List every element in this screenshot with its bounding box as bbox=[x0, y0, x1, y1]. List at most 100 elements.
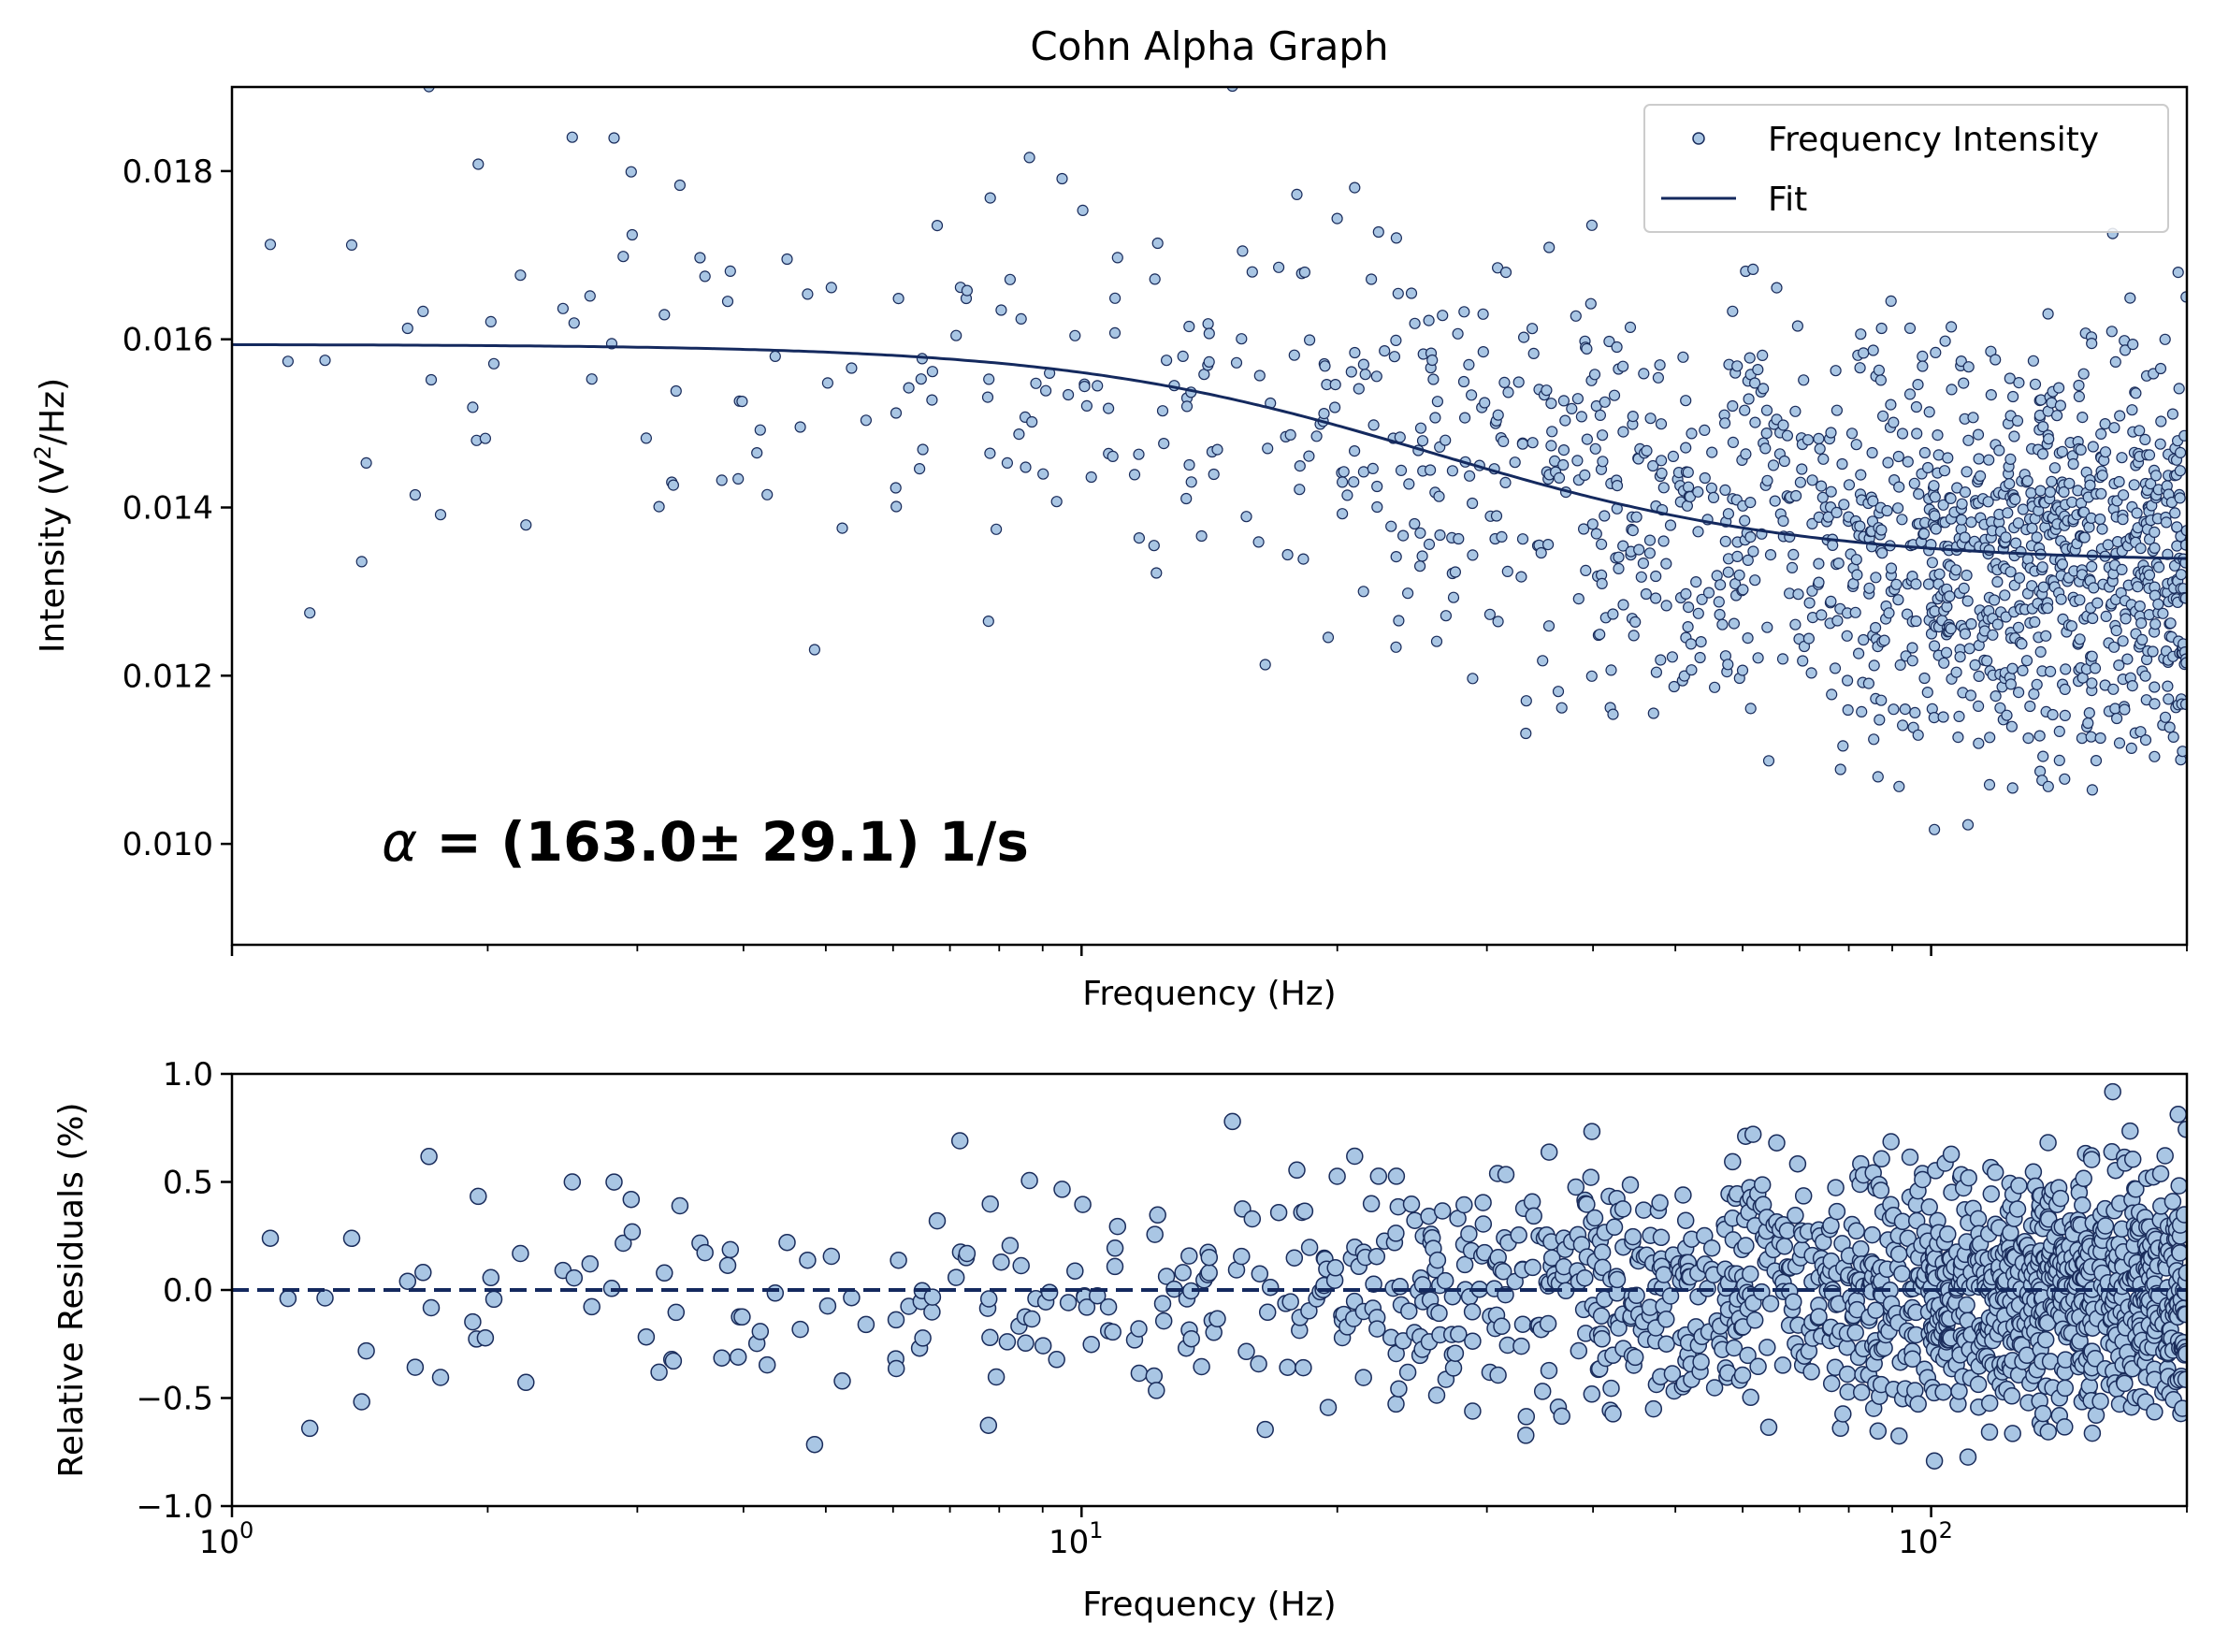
intensity-point bbox=[1449, 566, 1462, 578]
y-tick-label: 0.014 bbox=[123, 490, 213, 528]
intensity-point bbox=[2166, 408, 2178, 420]
intensity-point bbox=[1467, 673, 1479, 685]
intensity-point bbox=[1802, 434, 1815, 446]
intensity-point bbox=[1427, 373, 1440, 385]
residual-point bbox=[2039, 1423, 2058, 1441]
intensity-point bbox=[1527, 437, 1539, 449]
intensity-point bbox=[1203, 327, 1215, 340]
intensity-point bbox=[2091, 597, 2104, 609]
intensity-point bbox=[1571, 455, 1584, 467]
residual-point bbox=[1873, 1150, 1890, 1168]
residual-point bbox=[1200, 1248, 1219, 1267]
intensity-point bbox=[2175, 446, 2187, 458]
intensity-point bbox=[1858, 633, 1870, 646]
intensity-point bbox=[2120, 613, 2132, 625]
residual-points bbox=[261, 1082, 2187, 1470]
residual-point bbox=[1428, 1251, 1447, 1269]
intensity-point bbox=[1108, 292, 1121, 304]
intensity-point bbox=[1240, 511, 1252, 523]
residual-point bbox=[822, 1247, 841, 1266]
intensity-point bbox=[1644, 413, 1657, 425]
residual-point bbox=[1753, 1176, 1772, 1194]
chart-title: Cohn Alpha Graph bbox=[1030, 23, 1388, 69]
residual-point bbox=[1237, 1342, 1255, 1361]
intensity-point bbox=[1872, 771, 1884, 783]
intensity-point bbox=[1108, 326, 1121, 339]
intensity-point bbox=[2084, 479, 2096, 491]
intensity-point bbox=[2113, 475, 2125, 488]
intensity-point bbox=[1463, 358, 1475, 370]
intensity-point bbox=[1922, 461, 1934, 474]
intensity-point bbox=[2075, 443, 2087, 456]
intensity-point bbox=[1680, 587, 1692, 601]
intensity-point bbox=[2028, 688, 2040, 701]
intensity-point bbox=[1764, 548, 1777, 561]
intensity-point bbox=[721, 296, 734, 308]
intensity-point bbox=[1107, 450, 1119, 462]
intensity-point bbox=[1792, 588, 1804, 601]
intensity-point bbox=[472, 158, 485, 170]
intensity-point bbox=[736, 396, 748, 408]
residual-point bbox=[1920, 1198, 1938, 1216]
intensity-point bbox=[1813, 558, 1825, 570]
intensity-point bbox=[1938, 465, 1951, 477]
alpha-symbol: α bbox=[382, 810, 417, 874]
intensity-point bbox=[2114, 410, 2126, 422]
intensity-point bbox=[1854, 520, 1866, 532]
residual-point bbox=[1644, 1399, 1663, 1418]
intensity-point bbox=[1252, 536, 1265, 548]
intensity-point bbox=[2001, 709, 2013, 721]
intensity-point bbox=[732, 472, 745, 485]
residual-point bbox=[1258, 1303, 1277, 1322]
intensity-point bbox=[1802, 632, 1816, 645]
intensity-point bbox=[1446, 465, 1459, 477]
intensity-point bbox=[401, 322, 413, 335]
residual-point bbox=[1145, 1367, 1164, 1385]
intensity-point bbox=[2113, 737, 2126, 749]
intensity-point bbox=[1930, 346, 1942, 358]
intensity-point bbox=[2006, 782, 2019, 794]
intensity-point bbox=[1667, 450, 1680, 462]
intensity-point bbox=[2063, 477, 2076, 489]
intensity-point bbox=[485, 315, 497, 327]
residual-point bbox=[1390, 1380, 1408, 1398]
residual-point bbox=[1592, 1307, 1611, 1326]
intensity-point bbox=[1039, 384, 1052, 397]
residual-point bbox=[1889, 1245, 1908, 1263]
residual-point bbox=[1950, 1383, 1968, 1400]
residual-point bbox=[2003, 1387, 2021, 1405]
intensity-point bbox=[2110, 624, 2122, 637]
residual-point bbox=[1960, 1168, 1977, 1187]
intensity-point bbox=[1815, 480, 1828, 492]
intensity-point bbox=[1958, 377, 1970, 389]
intensity-point bbox=[1813, 576, 1825, 588]
intensity-point bbox=[1657, 482, 1670, 494]
intensity-point bbox=[1838, 499, 1850, 511]
intensity-point bbox=[2160, 516, 2173, 529]
intensity-point bbox=[1294, 484, 1306, 496]
intensity-point bbox=[1641, 444, 1653, 456]
intensity-point bbox=[1298, 266, 1311, 279]
intensity-point bbox=[1590, 528, 1602, 540]
intensity-point bbox=[1891, 502, 1904, 514]
intensity-point bbox=[1910, 615, 1922, 628]
intensity-point bbox=[1830, 365, 1842, 377]
residual-point bbox=[485, 1290, 503, 1309]
intensity-point bbox=[2010, 537, 2022, 549]
residual-point bbox=[1250, 1355, 1267, 1373]
residual-point bbox=[482, 1268, 500, 1287]
intensity-point bbox=[1183, 320, 1195, 333]
intensity-point bbox=[2060, 663, 2072, 675]
intensity-point bbox=[1585, 670, 1598, 682]
intensity-point bbox=[1719, 535, 1731, 547]
intensity-point bbox=[1385, 520, 1397, 532]
intensity-point bbox=[1946, 321, 1958, 333]
residual-y-ticks: −1.0 −0.5 0.0 0.5 1.0 bbox=[136, 1056, 232, 1526]
intensity-point bbox=[2040, 630, 2052, 642]
intensity-point bbox=[2172, 267, 2184, 279]
residual-point bbox=[758, 1355, 776, 1374]
intensity-point bbox=[1426, 354, 1439, 367]
intensity-point bbox=[345, 239, 358, 251]
intensity-point bbox=[1940, 646, 1953, 659]
intensity-point bbox=[2089, 662, 2102, 674]
